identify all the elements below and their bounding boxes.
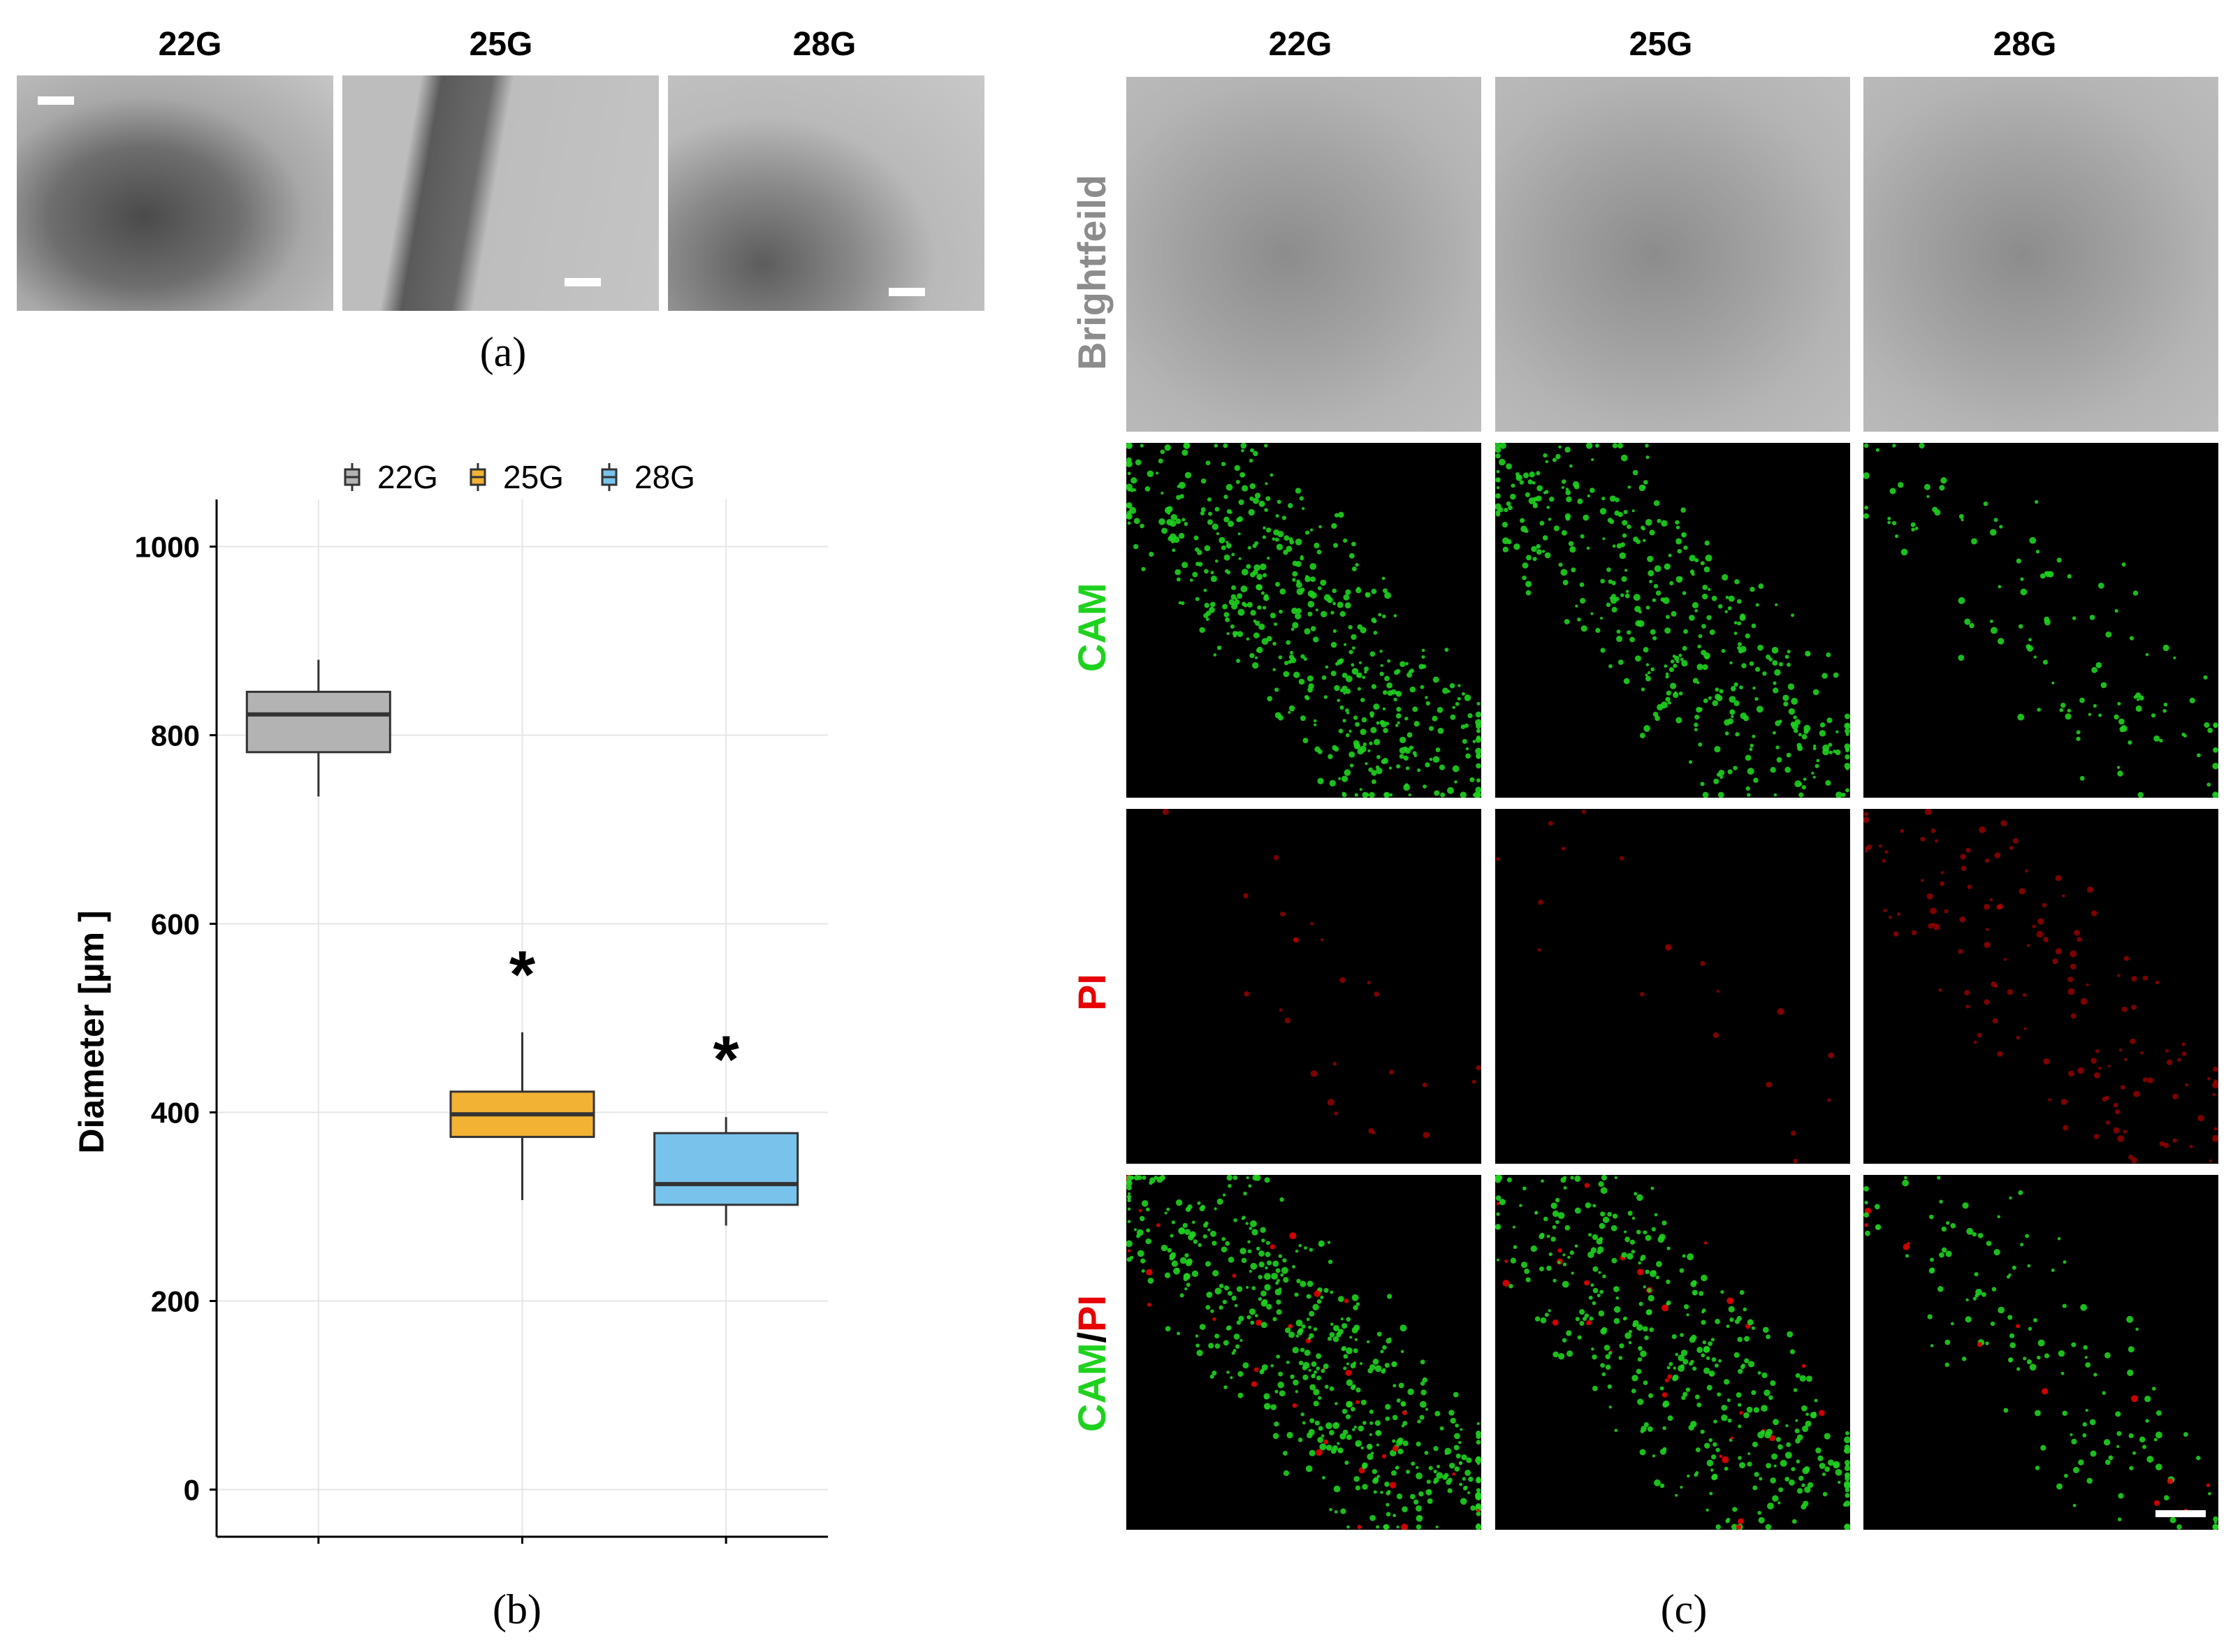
merge-25g xyxy=(1495,1175,1850,1530)
panel-a-col-22g: 22G xyxy=(158,26,222,63)
legend-label: 28G xyxy=(634,459,695,495)
panel-c-col-25g: 25G xyxy=(1629,26,1693,63)
brightfield-22g xyxy=(1126,77,1481,432)
cam-28g xyxy=(1863,443,2218,798)
scale-bar xyxy=(565,278,601,286)
cam-25g xyxy=(1495,443,1850,798)
scale-bar xyxy=(889,288,925,296)
legend-label: 25G xyxy=(503,459,564,495)
row-label-brightfield: Brightfeild xyxy=(1070,175,1114,370)
row-label-pi: PI xyxy=(1070,974,1114,1011)
box-28G xyxy=(653,1132,799,1206)
brightfield-25g xyxy=(1495,77,1850,432)
pi-28g xyxy=(1863,809,2218,1164)
merge-cam-text: CAM xyxy=(1070,1343,1114,1432)
cam-22g xyxy=(1126,443,1481,798)
significance-marker: * xyxy=(713,1022,739,1097)
box-plot: 0 200 400 600 800 1000 Diameter [µm ] * * 22G 25G 2… xyxy=(72,459,828,1544)
y-tick-label: 0 xyxy=(184,1474,200,1507)
y-tick-label: 200 xyxy=(151,1285,200,1318)
micrograph-25g xyxy=(342,75,659,311)
panel-a-label: (a) xyxy=(479,329,527,375)
merge-28g xyxy=(1863,1175,2218,1530)
panel-b-label: (b) xyxy=(493,1586,541,1632)
y-tick-label: 600 xyxy=(151,908,200,941)
y-tick-label: 400 xyxy=(151,1097,200,1130)
row-label-merge: CAM/PI xyxy=(1069,1295,1114,1432)
merge-separator: / xyxy=(1070,1331,1114,1343)
panel-a-col-28g: 28G xyxy=(792,26,857,63)
micrograph-28g xyxy=(668,75,984,311)
box-22G xyxy=(245,690,391,754)
pi-25g xyxy=(1495,809,1850,1164)
significance-marker: * xyxy=(509,937,536,1012)
micrograph-22g xyxy=(17,75,333,311)
panel-c-col-28g: 28G xyxy=(1993,26,2057,63)
y-tick-label: 800 xyxy=(151,719,200,752)
panel-c-col-22g: 22G xyxy=(1268,26,1332,63)
y-tick-label: 1000 xyxy=(135,531,200,564)
scale-bar xyxy=(2155,1510,2206,1517)
merge-22g xyxy=(1126,1175,1481,1530)
y-axis-label: Diameter [µm ] xyxy=(72,910,111,1153)
merge-pi-text: PI xyxy=(1070,1294,1114,1332)
panel-a-col-25g: 25G xyxy=(469,26,533,63)
scale-bar xyxy=(38,96,74,105)
pi-22g xyxy=(1126,809,1481,1164)
brightfield-28g xyxy=(1863,77,2218,432)
panel-c-label: (c) xyxy=(1660,1586,1708,1632)
legend-label: 22G xyxy=(377,459,438,495)
row-label-cam: CAM xyxy=(1070,583,1114,672)
